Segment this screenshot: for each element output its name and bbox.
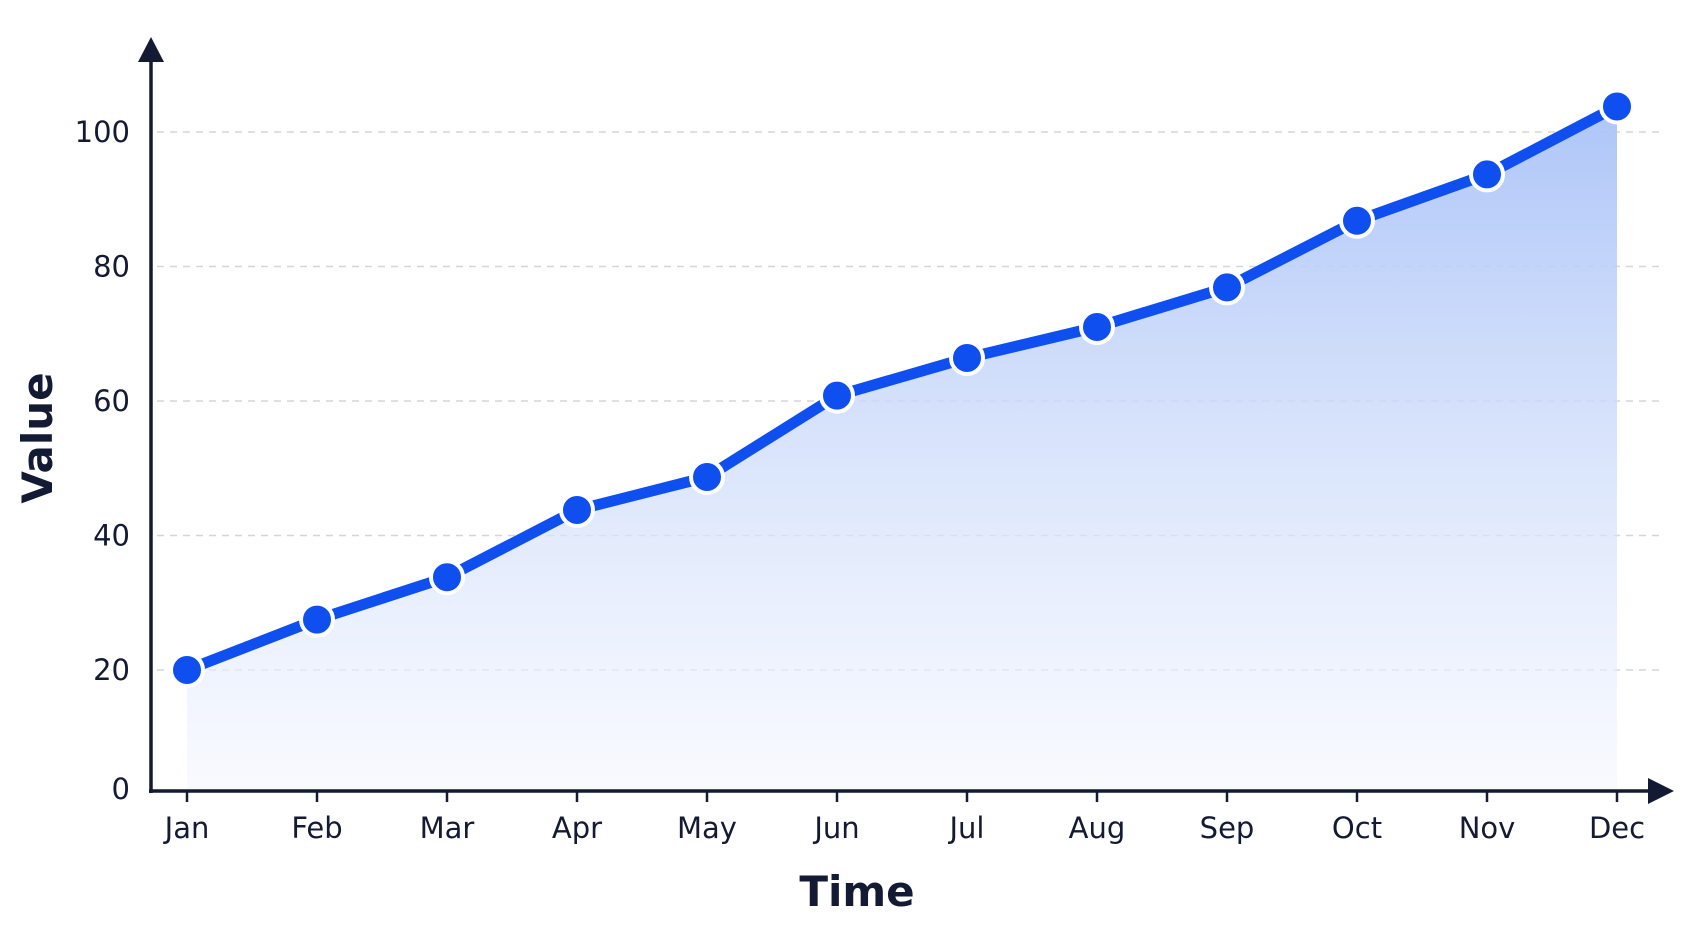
data-point-aug bbox=[1079, 309, 1115, 346]
data-points bbox=[169, 88, 1635, 688]
y-tick-label-100: 100 bbox=[75, 115, 130, 149]
x-tick-label-jul: Jul bbox=[948, 811, 985, 845]
y-axis-title: Value bbox=[13, 372, 62, 503]
y-tick-label-80: 80 bbox=[93, 250, 130, 284]
data-point-may bbox=[689, 458, 725, 495]
data-point-feb bbox=[299, 601, 335, 638]
data-point-apr bbox=[559, 491, 595, 528]
x-axis-tick-labels: Jan Feb Mar Apr May Jun Jul Aug Sep Oct Nov Dec bbox=[163, 811, 1645, 845]
x-tick-label-aug: Aug bbox=[1069, 811, 1126, 845]
y-tick-label-20: 20 bbox=[93, 653, 130, 687]
data-point-nov bbox=[1469, 156, 1505, 193]
x-axis-arrow bbox=[1648, 778, 1674, 804]
y-tick-label-60: 60 bbox=[93, 384, 130, 418]
x-tick-label-dec: Dec bbox=[1589, 811, 1645, 845]
x-tick-label-apr: Apr bbox=[552, 811, 602, 845]
x-tick-label-jun: Jun bbox=[812, 811, 859, 845]
x-tick-label-feb: Feb bbox=[291, 811, 342, 845]
x-tick-label-jan: Jan bbox=[163, 811, 210, 845]
data-point-jun bbox=[819, 377, 855, 414]
data-point-jan bbox=[169, 652, 205, 688]
y-tick-label-0: 0 bbox=[112, 772, 130, 806]
data-point-sep bbox=[1209, 269, 1245, 306]
x-tick-label-oct: Oct bbox=[1332, 811, 1382, 845]
x-tick-label-mar: Mar bbox=[420, 811, 475, 845]
data-point-oct bbox=[1339, 202, 1375, 239]
y-axis-arrow bbox=[138, 37, 164, 62]
x-tick-label-may: May bbox=[677, 811, 737, 845]
x-axis-title: Time bbox=[799, 867, 914, 916]
axes bbox=[138, 37, 1674, 804]
series-line bbox=[181, 100, 1623, 676]
data-point-jul bbox=[949, 339, 985, 376]
data-point-mar bbox=[429, 559, 465, 596]
series-area-fill bbox=[187, 106, 1617, 791]
x-tick-label-nov: Nov bbox=[1459, 811, 1516, 845]
x-tick-label-sep: Sep bbox=[1200, 811, 1255, 845]
data-point-dec bbox=[1599, 88, 1635, 125]
y-tick-label-40: 40 bbox=[93, 519, 130, 553]
y-axis-tick-labels: 0 20 40 60 80 100 bbox=[75, 115, 130, 806]
